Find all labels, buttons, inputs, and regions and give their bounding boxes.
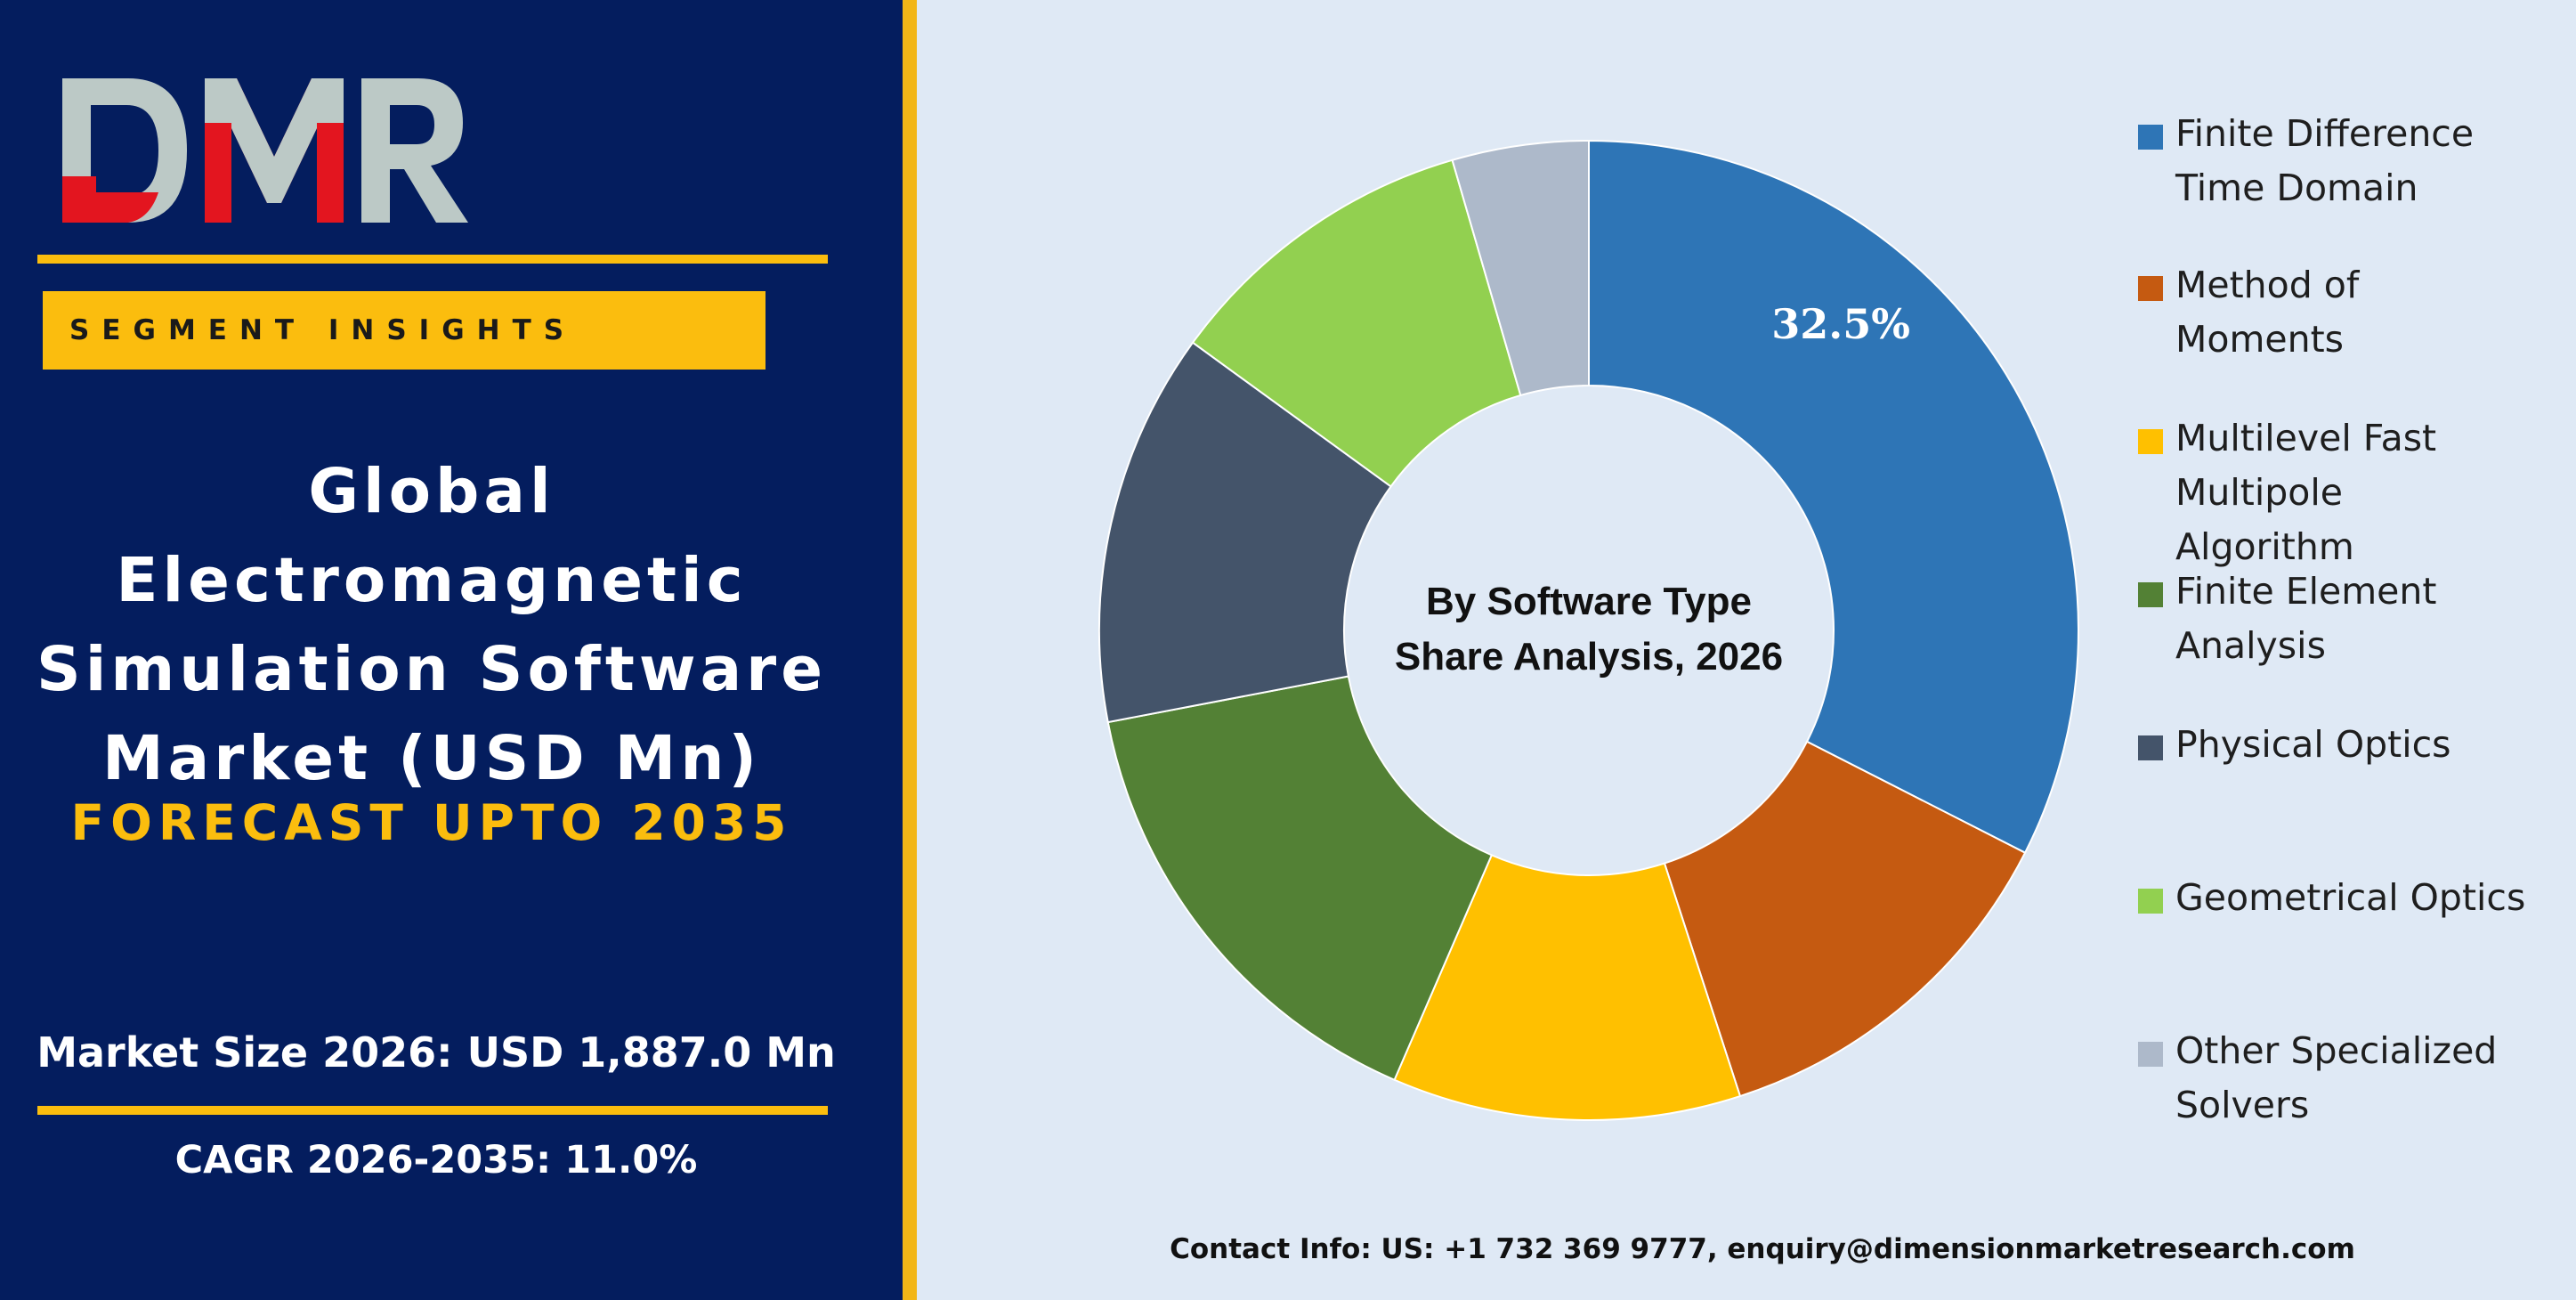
legend-label: Geometrical Optics: [2175, 871, 2576, 925]
legend-label: Multilevel Fast Multipole Algorithm: [2175, 411, 2576, 574]
legend-label: Other Specialized Solvers: [2175, 1024, 2576, 1133]
title-line: Simulation Software: [36, 634, 827, 705]
logo-m: [205, 78, 344, 223]
forecast-label: FORECAST UPTO 2035: [70, 794, 793, 851]
segment-banner: SEGMENT INSIGHTS: [43, 291, 766, 370]
legend-swatch: [2138, 582, 2163, 607]
cagr: CAGR 2026-2035: 11.0%: [174, 1138, 698, 1182]
donut-chart: 32.5% By Software Type Share Analysis, 202…: [1098, 139, 2079, 1121]
legend-label-line: Multipole: [2175, 471, 2343, 514]
logo-d: [62, 78, 187, 223]
donut-slice: [1106, 675, 1494, 1082]
chart-legend: Finite Difference Time Domain Method of Mom…: [2136, 0, 2576, 1158]
legend-swatch: [2138, 429, 2163, 454]
legend-label-line: Finite Difference: [2175, 112, 2475, 155]
donut-slice: [1663, 740, 2027, 1098]
legend-swatch: [2138, 276, 2163, 301]
donut-slice: [1588, 139, 2079, 855]
legend-label-line: Other Specialized: [2175, 1029, 2498, 1072]
donut-slice: [1098, 341, 1392, 724]
legend-swatch: [2138, 125, 2163, 150]
legend-label: Finite Element Analysis: [2175, 565, 2576, 673]
donut-slice: [1393, 854, 1742, 1121]
legend-swatch: [2138, 1042, 2163, 1067]
legend-label-line: Geometrical Optics: [2175, 876, 2526, 919]
center-title-line: Share Analysis, 2026: [1395, 635, 1783, 678]
dmr-logo: [62, 78, 468, 223]
legend-label: Finite Difference Time Domain: [2175, 107, 2576, 215]
legend-label-line: Method of: [2175, 264, 2360, 306]
legend-label-line: Multilevel Fast: [2175, 417, 2437, 459]
logo-r: [361, 78, 468, 223]
donut-slice: [1191, 158, 1522, 488]
title-line: Market (USD Mn): [102, 723, 761, 794]
center-title-line: By Software Type: [1426, 580, 1752, 623]
legend-label-line: Physical Optics: [2175, 723, 2451, 766]
legend-swatch: [2138, 889, 2163, 914]
title-line: Global: [308, 456, 555, 527]
legend-label-line: Time Domain: [2175, 167, 2418, 209]
contact-info: Contact Info: US: +1 732 369 9777, enqui…: [1170, 1233, 2355, 1265]
title-line: Electromagnetic: [116, 545, 748, 616]
data-label: 32.5%: [1771, 300, 1910, 348]
donut-slice: [1451, 139, 1590, 397]
legend-label-line: Finite Element: [2175, 570, 2437, 613]
market-size: Market Size 2026: USD 1,887.0 Mn: [36, 1028, 836, 1077]
segment-label: SEGMENT INSIGHTS: [69, 314, 577, 346]
legend-label: Method of Moments: [2175, 258, 2576, 367]
legend-swatch: [2138, 735, 2163, 760]
gold-rule-top: [37, 255, 828, 264]
legend-label-line: Analysis: [2175, 624, 2326, 667]
market-title: Global Electromagnetic Simulation Softwa…: [18, 447, 846, 803]
legend-label: Physical Optics: [2175, 718, 2576, 772]
legend-label-line: Moments: [2175, 318, 2345, 361]
gold-rule-bottom: [37, 1106, 828, 1115]
legend-label-line: Algorithm: [2175, 525, 2354, 568]
gold-divider: [903, 0, 917, 1300]
legend-label-line: Solvers: [2175, 1084, 2310, 1126]
